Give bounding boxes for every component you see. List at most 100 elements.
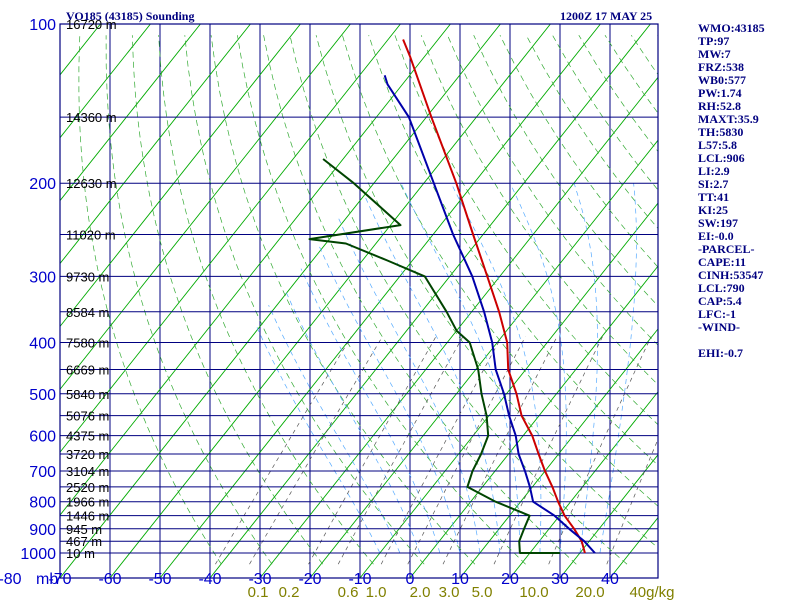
index-value: LCL:906 [698, 151, 745, 165]
pressure-tick-label: 100 [29, 17, 56, 34]
moist-adiabat-line [285, 291, 421, 554]
isotherm-line [60, 24, 151, 139]
height-label: 6669 m [66, 363, 109, 378]
mixing-ratio-label: 2.0 [410, 584, 431, 600]
mixing-ratio-line [442, 336, 558, 565]
height-label: 3720 m [66, 447, 109, 462]
station-title: VO185 (43185) Sounding [66, 9, 194, 23]
index-value: TH:5830 [698, 125, 744, 139]
mixing-ratio-label: 0.2 [279, 584, 300, 600]
pressure-tick-label: 900 [29, 522, 56, 539]
mixing-ratio-label: 3.0 [439, 584, 460, 600]
index-value: SW:197 [698, 216, 739, 230]
index-value: LFC:-1 [698, 307, 736, 321]
height-label: 5076 m [66, 409, 109, 424]
height-label: 2520 m [66, 480, 109, 495]
dry-adiabat-line [105, 35, 273, 565]
mixing-ratio-label: 40g/kg [629, 584, 674, 600]
mixing-ratio-label: 0.6 [338, 584, 359, 600]
dewpoint-profile-line [308, 158, 560, 554]
temperature-tick-label: -70 [48, 571, 71, 588]
plot-frame [59, 23, 659, 579]
height-label: 11020 m [66, 228, 116, 243]
dry-adiabat-line [342, 35, 658, 507]
height-label: 7580 m [66, 335, 109, 350]
isotherm-line [409, 265, 658, 578]
sounding-time: 1200Z 17 MAY 25 [560, 9, 652, 23]
isotherm-line [60, 24, 351, 391]
isotherm-line [509, 391, 658, 578]
dry-adiabat-line [368, 35, 658, 466]
mixing-ratio-label: 10.0 [519, 584, 548, 600]
mixing-ratio-line [407, 336, 526, 565]
vertical-grid [109, 24, 611, 578]
x-unit-label: mb [36, 571, 58, 588]
isotherm-line [309, 139, 658, 578]
index-value: LCL:790 [698, 281, 745, 295]
pressure-tick-label: 700 [29, 464, 56, 481]
dry-adiabat-line [263, 35, 577, 565]
index-value: CINH:53547 [698, 268, 764, 282]
height-label: 3104 m [66, 464, 109, 479]
isotherm-line [60, 24, 451, 516]
height-label: 16720 m [66, 17, 117, 32]
pressure-axis-labels: 100 200 300 400 500 600 700 800 900 1000 [20, 17, 56, 563]
dry-adiabat-line [210, 35, 476, 565]
isotherm-line [109, 24, 551, 578]
mixing-ratio-labels: 0.1 0.2 0.6 1.0 2.0 3.0 5.0 10.0 20.0 40g/kg [248, 584, 675, 600]
index-value: L57:5.8 [698, 138, 737, 152]
index-value: TT:41 [698, 190, 730, 204]
sounding-series [308, 39, 596, 554]
index-value: CAPE:11 [698, 255, 746, 269]
height-label: 945 m [66, 522, 102, 537]
pressure-tick-label: 600 [29, 429, 56, 446]
dry-adiabat-line [289, 35, 628, 565]
isotherm-line [559, 454, 658, 578]
index-value: EHI:-0.7 [698, 346, 743, 360]
pressure-tick-label: 200 [29, 176, 56, 193]
index-value: EI:-0.0 [698, 229, 734, 243]
temperature-tick-label: -80 [0, 571, 22, 588]
dry-adiabat-line [420, 35, 658, 386]
parcel-profile-line [402, 39, 586, 554]
temperature-tick-label: 10 [451, 571, 469, 588]
height-label: 8584 m [66, 305, 109, 320]
index-value: RH:52.8 [698, 99, 741, 113]
temperature-tick-label: -20 [298, 571, 321, 588]
mixing-ratio-label: 1.0 [366, 584, 387, 600]
height-label: 10 m [66, 546, 95, 561]
moist-adiabat-line [300, 268, 441, 554]
moist-adiabat-line [255, 324, 381, 554]
temperature-tick-label: -30 [248, 571, 271, 588]
dry-adiabat-line [237, 35, 526, 565]
index-value: WB0:577 [698, 73, 746, 87]
pressure-tick-label: 500 [29, 387, 56, 404]
isotherm-line [209, 24, 651, 578]
temperature-tick-label: -50 [148, 571, 171, 588]
temperature-tick-label: -60 [98, 571, 121, 588]
dry-adiabat-line [184, 35, 425, 565]
pressure-tick-label: 800 [29, 495, 56, 512]
mixing-ratio-line [606, 438, 658, 565]
index-value: KI:25 [698, 203, 728, 217]
dry-adiabat-line [473, 35, 658, 307]
height-labels: 16720 m 14360 m 12630 m 11020 m 9730 m 8584 m… [66, 17, 117, 561]
height-label: 9730 m [66, 269, 109, 284]
pressure-tick-label: 1000 [20, 546, 56, 563]
height-label: 4375 m [66, 429, 109, 444]
stability-indices-panel: WMO:43185 TP:97 MW:7 FRZ:538 WB0:577 PW:1.74 R… [698, 22, 798, 360]
temperature-tick-label: -40 [198, 571, 221, 588]
moist-adiabat-line [317, 243, 461, 554]
height-label: 1446 m [66, 509, 109, 524]
index-value: SI:2.7 [698, 177, 729, 191]
isotherm-line [60, 24, 401, 453]
index-value: -WIND- [698, 320, 740, 334]
height-label: 467 m [66, 534, 102, 549]
plot-background [60, 24, 658, 578]
isotherm-line [60, 24, 301, 328]
pressure-tick-label: 400 [29, 335, 56, 352]
temperature-tick-label: -10 [348, 571, 371, 588]
temperature-axis-labels: -80 -70 -60 -50 -40 -30 -20 -10 0 10 20 30 40 [0, 571, 619, 588]
isotherm-line [159, 24, 601, 578]
